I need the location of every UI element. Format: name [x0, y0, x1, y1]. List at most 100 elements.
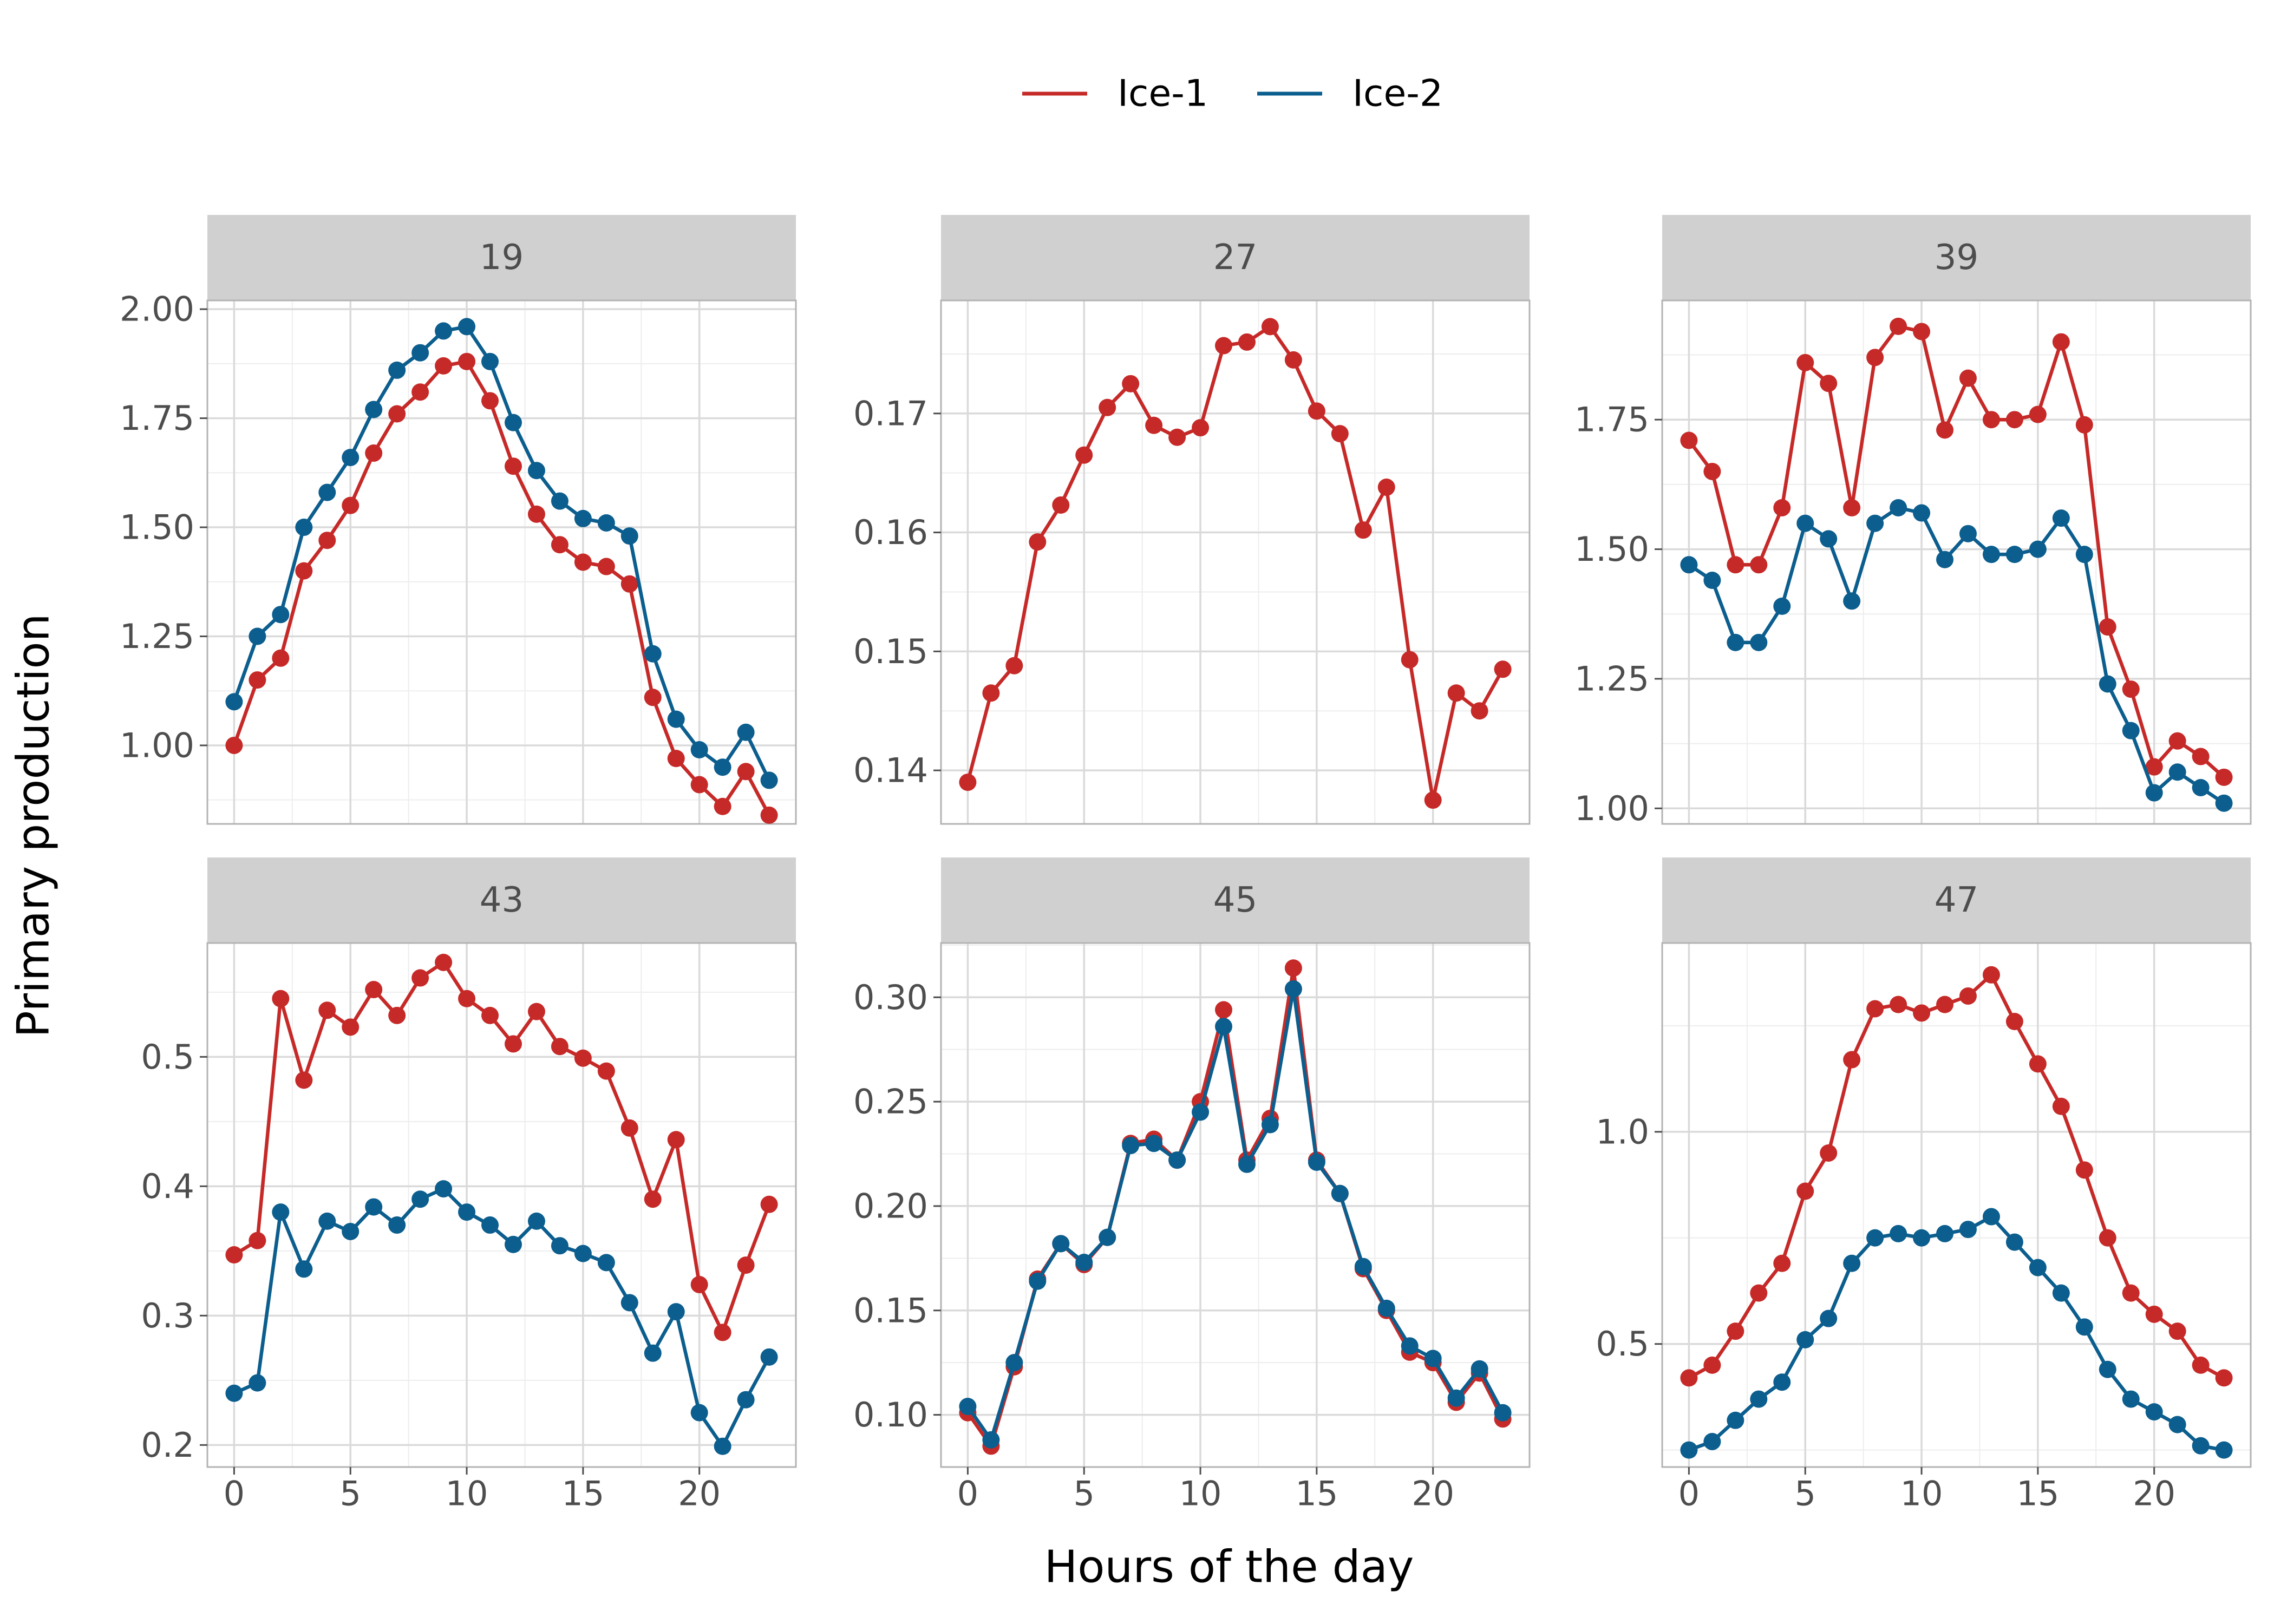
data-point	[1796, 1331, 1814, 1348]
panel-background	[941, 300, 1530, 824]
y-tick-label: 0.5	[1596, 1324, 1649, 1364]
data-point	[435, 953, 453, 971]
data-point	[295, 519, 313, 536]
x-tick-label: 5	[1074, 1474, 1095, 1513]
data-point	[2075, 546, 2093, 564]
data-point	[1680, 1441, 1698, 1459]
y-tick-label: 1.50	[120, 508, 194, 547]
data-point	[1075, 446, 1093, 464]
data-point	[225, 1246, 243, 1264]
data-point	[1982, 411, 2000, 429]
data-point	[2052, 509, 2070, 527]
y-tick-label: 1.25	[120, 617, 194, 656]
data-point	[2099, 1229, 2116, 1247]
data-point	[1843, 1051, 1861, 1069]
series-ice-1	[225, 953, 778, 1341]
data-point	[2215, 794, 2233, 812]
data-point	[644, 1190, 662, 1208]
data-point	[1354, 1258, 1372, 1275]
data-point	[2215, 1369, 2233, 1387]
legend: Ice-1 Ice-2	[1022, 73, 1443, 115]
data-point	[435, 322, 453, 340]
data-point	[458, 1203, 476, 1221]
series-ice-2	[1680, 499, 2233, 812]
data-point	[1494, 1404, 1512, 1422]
series-line	[233, 960, 771, 1334]
data-point	[342, 1018, 360, 1036]
data-point	[1308, 402, 1325, 420]
series-ice-1	[959, 318, 1512, 809]
data-point	[1099, 398, 1116, 416]
panel-27: 27 0.14 0.15 0.16 0.17	[853, 215, 1531, 825]
data-point	[388, 361, 406, 379]
x-tick-label: 15	[561, 1474, 604, 1513]
x-tick-label: 10	[1900, 1474, 1943, 1513]
legend-label-ice-2: Ice-2	[1352, 73, 1443, 115]
data-point	[2168, 732, 2186, 750]
data-point	[2029, 1055, 2047, 1073]
x-axis-title: Hours of the day	[1044, 1542, 1414, 1593]
data-point	[249, 627, 266, 645]
x-tick-label: 10	[1179, 1474, 1222, 1513]
data-point	[1471, 702, 1488, 720]
data-point	[1052, 496, 1070, 514]
data-point	[481, 352, 499, 370]
y-tick-label: 0.15	[853, 1291, 928, 1330]
data-point	[1192, 1103, 1210, 1121]
y-tick-label: 0.2	[141, 1425, 194, 1465]
x-tick-label: 15	[2016, 1474, 2059, 1513]
data-point	[272, 606, 290, 624]
x-tick-label: 0	[1678, 1474, 1700, 1513]
data-point	[2122, 722, 2140, 739]
data-point	[1727, 556, 1744, 574]
data-point	[667, 710, 685, 728]
data-point	[2029, 1259, 2047, 1276]
data-point	[1494, 660, 1512, 678]
data-point	[1982, 546, 2000, 564]
x-tick-label: 20	[678, 1474, 721, 1513]
data-point	[272, 1203, 290, 1221]
data-point	[1703, 1432, 1721, 1450]
data-point	[2005, 1233, 2023, 1251]
data-point	[295, 562, 313, 580]
data-point	[342, 449, 360, 467]
data-point	[1680, 1369, 1698, 1387]
data-point	[1354, 521, 1372, 539]
data-point	[1773, 597, 1791, 615]
data-point	[1843, 592, 1861, 610]
panel-border	[206, 299, 797, 825]
x-tick-label: 10	[446, 1474, 488, 1513]
data-point	[644, 1344, 662, 1362]
data-point	[982, 684, 1000, 702]
data-point	[1866, 514, 1884, 532]
data-point	[551, 492, 568, 510]
y-tick-label: 0.20	[853, 1186, 928, 1226]
panel-19: 19 1.00 1.25 1.50 1.75 2.00	[120, 215, 797, 825]
data-point	[1401, 651, 1419, 669]
panel-strip-label: 27	[1213, 238, 1257, 278]
data-point	[1820, 1144, 1838, 1162]
data-point	[760, 1195, 778, 1213]
data-point	[2075, 1318, 2093, 1336]
data-point	[1796, 353, 1814, 371]
data-point	[2192, 1437, 2210, 1455]
y-tick-label: 1.50	[1574, 529, 1649, 569]
data-point	[1890, 317, 1907, 335]
data-point	[1308, 1153, 1325, 1171]
data-point	[690, 1275, 708, 1293]
panel-border	[940, 299, 1531, 825]
data-point	[1843, 1254, 1861, 1272]
data-point	[714, 1324, 731, 1341]
panel-border	[1661, 942, 2252, 1468]
panel-border	[1661, 299, 2252, 825]
data-point	[1703, 572, 1721, 590]
series-ice-2	[959, 980, 1512, 1449]
data-point	[620, 1119, 638, 1137]
data-point	[1029, 1272, 1047, 1290]
y-tick-label: 0.4	[141, 1167, 194, 1206]
data-point	[690, 741, 708, 759]
data-point	[714, 1437, 731, 1455]
data-point	[1959, 525, 1977, 542]
data-point	[2145, 1305, 2163, 1323]
series-ice-2	[1680, 1208, 2233, 1459]
